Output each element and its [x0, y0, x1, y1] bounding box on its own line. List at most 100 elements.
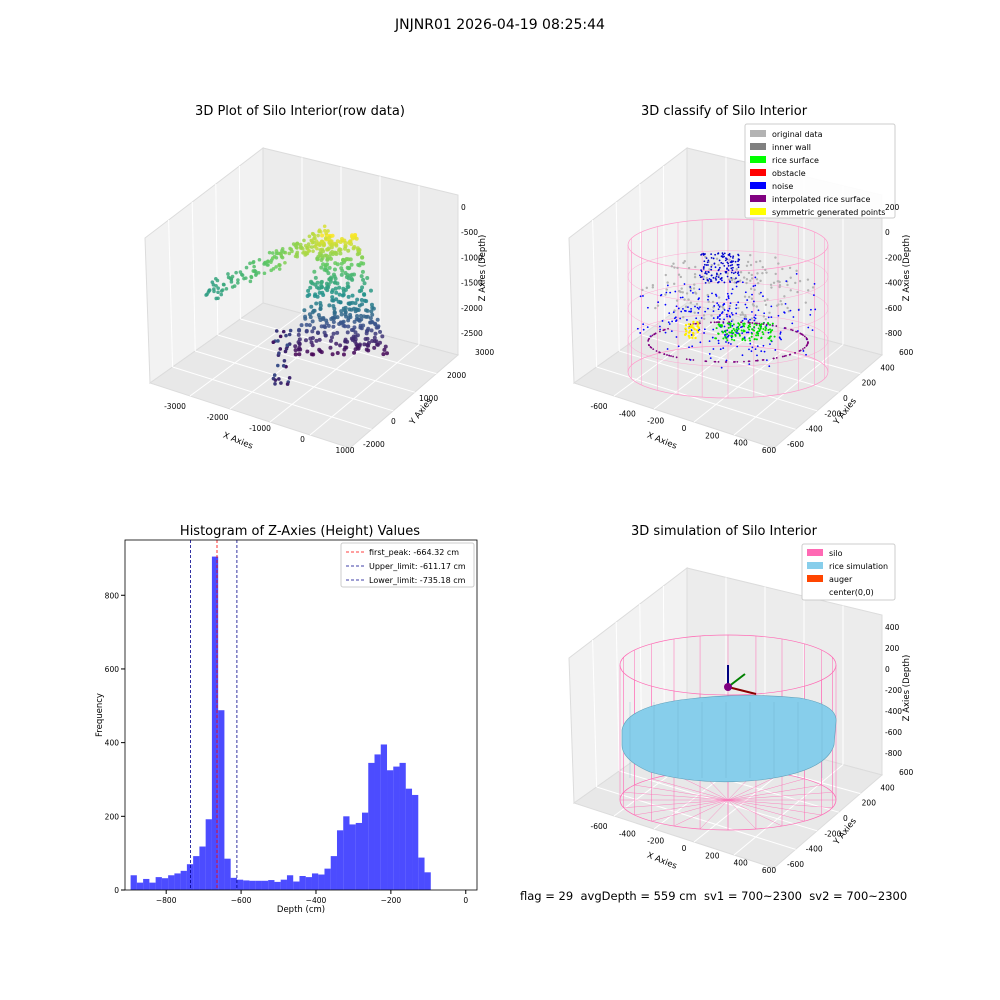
noise-point — [701, 275, 703, 278]
silo-wall-ring — [627, 314, 829, 367]
data-point — [337, 285, 342, 290]
noise-point — [672, 311, 675, 314]
data-point — [252, 264, 256, 269]
original-data-point — [763, 299, 767, 302]
data-point — [282, 358, 287, 363]
data-point — [357, 318, 362, 323]
original-data-point — [676, 266, 679, 270]
data-point — [297, 345, 302, 350]
noise-point — [667, 321, 670, 324]
original-data-point — [689, 287, 692, 290]
noise-point — [705, 272, 708, 275]
noise-point — [717, 342, 720, 345]
original-data-point — [764, 303, 768, 307]
noise-point — [741, 319, 744, 322]
data-point — [279, 253, 284, 258]
noise-point — [704, 271, 707, 273]
noise-point — [723, 302, 726, 305]
rice-surface-point — [742, 337, 745, 340]
data-point — [215, 278, 220, 283]
noise-point — [697, 298, 700, 301]
rice-surface-point — [729, 324, 732, 327]
interpolated-surface-point — [803, 335, 806, 338]
noise-point — [770, 305, 773, 308]
original-data-point — [665, 288, 668, 291]
symmetric-point — [692, 332, 695, 335]
data-point — [308, 285, 313, 290]
noise-point — [748, 348, 750, 351]
noise-point — [734, 271, 737, 274]
noise-point — [725, 359, 728, 362]
rice-surface-point — [748, 325, 751, 328]
original-data-point — [741, 313, 745, 316]
floor-pane — [148, 302, 460, 449]
x-tick-label: -2000 — [207, 413, 229, 422]
x-tick-label: -400 — [619, 829, 636, 838]
histogram-bar — [343, 816, 350, 890]
original-data-point — [673, 266, 676, 269]
data-point — [270, 251, 275, 255]
noise-point — [696, 306, 699, 309]
grid-line — [615, 621, 620, 772]
data-point — [240, 273, 245, 278]
original-data-point — [774, 256, 777, 259]
noise-point — [716, 273, 718, 276]
rice-surface-point — [724, 330, 727, 333]
noise-point — [797, 309, 800, 311]
data-point — [272, 373, 277, 377]
noise-point — [697, 308, 700, 310]
data-point — [373, 321, 378, 326]
noise-point — [717, 308, 720, 311]
noise-point — [730, 276, 733, 279]
noise-point — [714, 253, 717, 256]
symmetric-point — [685, 329, 688, 333]
rice-surface-point — [760, 323, 763, 326]
noise-point — [729, 316, 732, 318]
data-point — [380, 334, 385, 339]
noise-point — [690, 334, 693, 336]
original-data-point — [710, 314, 713, 317]
z-tick-label: -400 — [885, 707, 902, 716]
noise-point — [639, 295, 642, 298]
original-data-point — [654, 306, 657, 310]
data-point — [352, 244, 357, 249]
interpolated-surface-point — [791, 329, 794, 332]
y-tick-label: 600 — [899, 348, 914, 357]
original-data-point — [777, 280, 780, 283]
symmetric-point — [697, 322, 700, 326]
data-point — [373, 331, 378, 336]
data-point — [348, 312, 353, 317]
original-data-point — [762, 315, 766, 318]
histogram-bar — [311, 873, 319, 890]
noise-point — [715, 278, 717, 281]
histogram-bar — [236, 879, 244, 890]
simulation-legend-box — [801, 543, 896, 601]
noise-point — [723, 318, 725, 321]
interpolated-surface-point — [783, 327, 786, 329]
silo-floor-spoke — [727, 799, 757, 830]
interpolated-surface-point — [771, 324, 774, 327]
data-point — [314, 301, 319, 306]
original-data-point — [728, 258, 731, 261]
noise-point — [691, 345, 694, 348]
histogram-bar — [180, 870, 187, 890]
original-data-point — [693, 311, 696, 314]
data-point — [298, 245, 303, 249]
original-data-point — [728, 304, 732, 308]
noise-point — [702, 266, 705, 269]
original-data-point — [775, 304, 779, 307]
histogram-bar — [143, 878, 150, 890]
noise-point — [711, 292, 713, 295]
interpolated-surface-point — [758, 322, 761, 325]
noise-point — [727, 310, 730, 312]
data-point — [327, 254, 332, 259]
original-data-point — [677, 273, 681, 276]
noise-point — [708, 277, 711, 280]
noise-point — [708, 340, 711, 343]
data-point — [287, 251, 292, 256]
noise-point — [636, 327, 639, 330]
figure-title: JNJNR01 2026-04-19 08:25:44 — [395, 17, 605, 33]
data-point — [313, 236, 317, 241]
rice-surface-point — [755, 334, 758, 337]
data-point — [365, 336, 370, 341]
